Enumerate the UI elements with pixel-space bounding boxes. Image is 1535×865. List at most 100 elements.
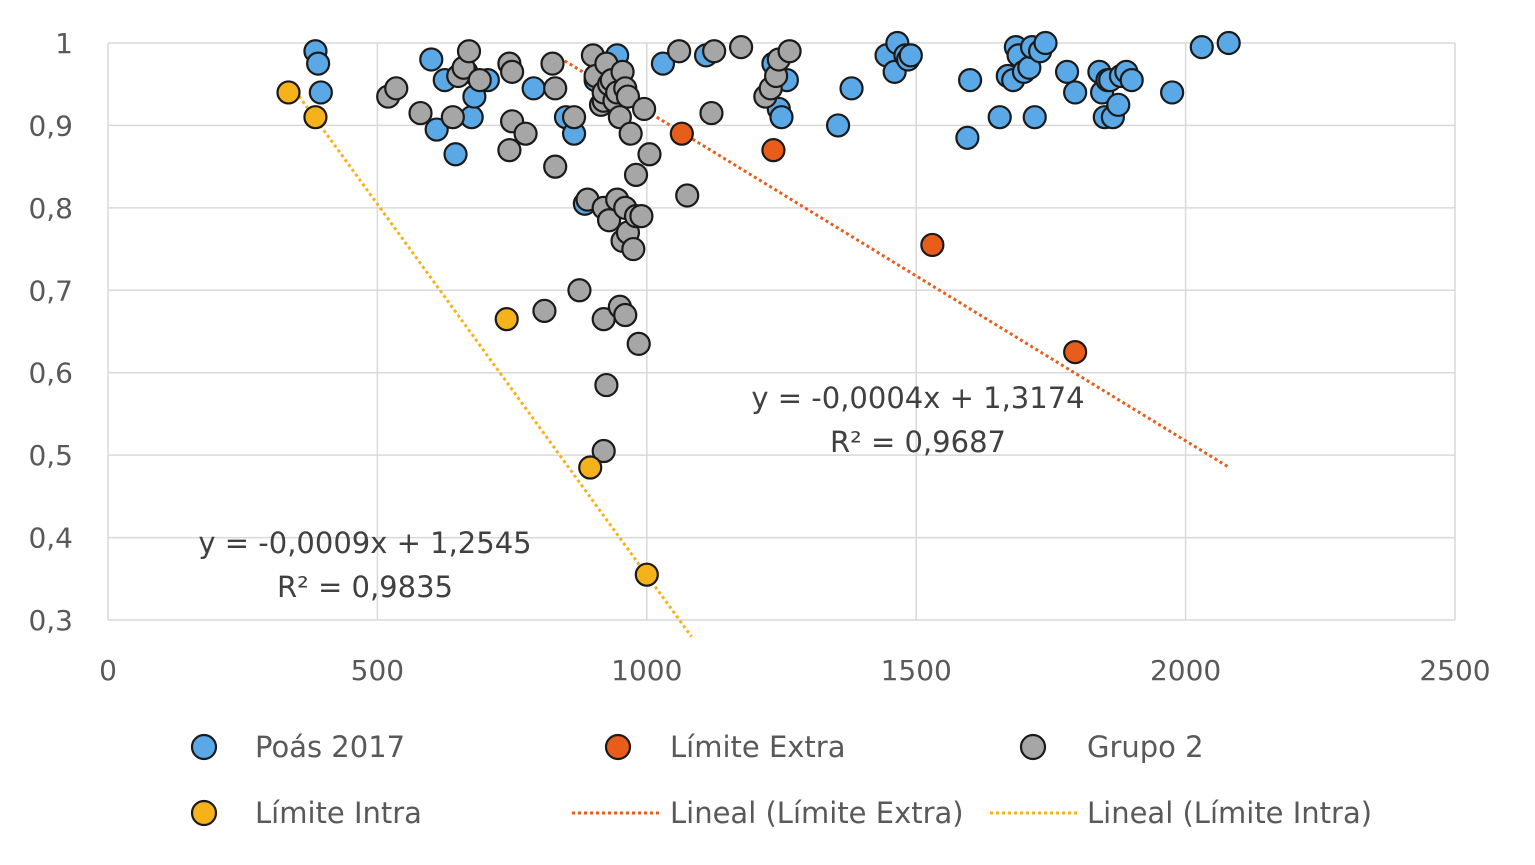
grupo-point <box>543 76 568 101</box>
poas-point <box>1160 80 1185 105</box>
y-axis-tick-labels: 0,3 0,4 0,5 0,6 0,7 0,8 0,9 1 <box>28 27 73 637</box>
intra-point <box>578 455 603 480</box>
poas-point <box>650 51 676 76</box>
grupo-point <box>613 302 638 328</box>
poas-point <box>1063 80 1088 105</box>
legend-item-trend-extra: Lineal (Límite Extra) <box>572 796 964 830</box>
x-tick-label: 2500 <box>1419 654 1490 687</box>
data-points <box>276 30 1241 587</box>
extra-point <box>1063 340 1088 365</box>
y-tick-label: 0,8 <box>28 192 73 225</box>
y-tick-label: 1 <box>55 27 73 60</box>
legend-item-trend-intra: Lineal (Límite Intra) <box>990 796 1372 830</box>
extra-point <box>761 138 786 163</box>
poas-point <box>987 105 1012 130</box>
intra-point <box>494 307 519 332</box>
legend-label-intra: Límite Intra <box>255 796 422 830</box>
poas-point <box>1022 105 1047 130</box>
x-tick-label: 1500 <box>881 654 952 687</box>
grupo-point <box>532 298 557 323</box>
grupo-point <box>540 51 565 76</box>
legend-item-intra: Límite Intra <box>190 796 422 830</box>
grupo-point <box>384 76 409 101</box>
grupo-point <box>567 278 592 303</box>
trend-extra-equation: y = -0,0004x + 1,3174 <box>751 381 1084 415</box>
grupo-point <box>561 105 587 130</box>
poas-point <box>769 105 794 130</box>
x-tick-label: 500 <box>351 654 404 687</box>
poas-point <box>957 67 983 93</box>
legend-item-extra: Límite Extra <box>604 730 846 764</box>
grupo-point <box>702 39 727 64</box>
poas-point <box>308 80 333 105</box>
legend-label-poas: Poás 2017 <box>255 730 405 764</box>
poas-point <box>306 51 331 76</box>
y-tick-label: 0,6 <box>28 357 73 390</box>
poas-point <box>1033 30 1058 56</box>
legend-item-poas: Poás 2017 <box>190 730 405 764</box>
legend-label-extra: Límite Extra <box>670 730 846 764</box>
poas-point <box>1189 35 1214 60</box>
poas-point <box>521 76 546 101</box>
x-tick-label: 1000 <box>611 654 682 687</box>
poas-point <box>1106 92 1131 117</box>
legend-label-trend-extra: Lineal (Límite Extra) <box>670 796 964 830</box>
y-tick-label: 0,3 <box>28 604 73 637</box>
trend-intra-equation: y = -0,0009x + 1,2545 <box>198 526 531 560</box>
grupo-point <box>629 204 654 229</box>
legend-item-grupo: Grupo 2 <box>1019 730 1204 764</box>
grupo-point <box>543 154 568 179</box>
y-tick-label: 0,9 <box>28 109 73 142</box>
grupo-point <box>408 100 433 126</box>
grupo-point <box>728 35 754 60</box>
grupo-point <box>675 183 700 208</box>
poas-point <box>424 117 449 142</box>
grupo-point <box>618 121 643 146</box>
x-tick-label: 0 <box>99 654 117 687</box>
extra-point <box>920 232 945 258</box>
poas-point <box>419 47 444 72</box>
x-axis-tick-labels: 0 500 1000 1500 2000 2500 <box>99 654 1491 687</box>
legend-marker-grupo <box>1019 733 1047 761</box>
legend-marker-extra <box>604 733 632 761</box>
y-tick-label: 0,4 <box>28 522 73 555</box>
trendline-extra <box>558 56 1230 469</box>
grupo-point <box>499 59 525 84</box>
grupo-point <box>637 142 662 167</box>
grupo-point <box>591 438 616 464</box>
trendlines <box>287 56 1230 638</box>
x-tick-label: 2000 <box>1150 654 1221 687</box>
grupo-point <box>632 96 657 122</box>
poas-point <box>898 43 923 68</box>
poas-point <box>1119 67 1144 93</box>
grupo-point <box>594 372 619 398</box>
grupo-point <box>626 331 651 356</box>
grupo-point <box>596 208 622 233</box>
trend-extra-r2: R² = 0,9687 <box>830 425 1006 459</box>
poas-point <box>1216 30 1241 56</box>
grupo-point <box>623 162 649 187</box>
legend: Poás 2017 Límite Extra Grupo 2 Límite In… <box>190 730 1372 830</box>
poas-point <box>825 113 851 138</box>
grupo-point <box>621 236 646 262</box>
intra-point <box>303 105 328 130</box>
poas-point <box>839 76 864 101</box>
legend-label-grupo: Grupo 2 <box>1087 730 1204 764</box>
poas-point <box>443 142 468 167</box>
grupo-point <box>440 105 465 130</box>
grupo-point <box>777 39 802 64</box>
grid-lines <box>107 42 1456 621</box>
grupo-point <box>513 121 538 146</box>
intra-point <box>276 80 301 105</box>
trendline-intra <box>287 80 693 638</box>
grupo-point <box>456 39 482 64</box>
grupo-point <box>467 67 492 93</box>
y-tick-label: 0,7 <box>28 274 73 307</box>
intra-point <box>634 562 659 587</box>
trend-extra-annotation: y = -0,0004x + 1,3174 R² = 0,9687 <box>751 381 1084 459</box>
legend-marker-intra <box>190 799 218 827</box>
grupo-point <box>497 138 522 163</box>
trend-intra-r2: R² = 0,9835 <box>277 570 453 604</box>
legend-marker-poas <box>190 733 218 761</box>
